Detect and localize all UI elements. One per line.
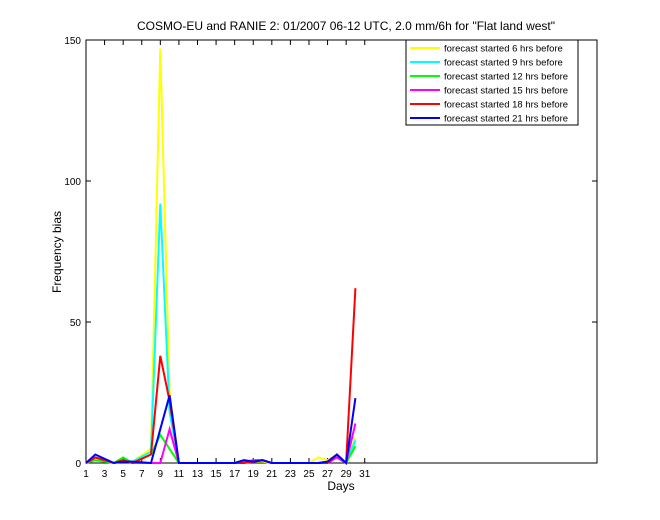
x-axis: 1 3 5 7 9 11 13 15 17 19 21 23 25 27 29 31 bbox=[83, 40, 371, 480]
x-tick-label: 21 bbox=[266, 469, 278, 480]
x-tick-label: 13 bbox=[192, 469, 204, 480]
x-tick-label: 17 bbox=[229, 469, 241, 480]
legend-label-1: forecast started 6 hrs before bbox=[444, 44, 563, 55]
x-tick-label: 29 bbox=[341, 469, 353, 480]
y-tick-label: 0 bbox=[75, 459, 81, 470]
x-tick-label: 3 bbox=[102, 469, 108, 480]
chart-title: COSMO-EU and RANIE 2: 01/2007 06-12 UTC,… bbox=[137, 19, 555, 33]
legend-label-5: forecast started 18 hrs before bbox=[444, 100, 568, 111]
x-tick-label: 11 bbox=[174, 469, 185, 480]
x-tick-label: 15 bbox=[211, 469, 223, 480]
legend-label-3: forecast started 12 hrs before bbox=[444, 72, 568, 83]
legend: forecast started 6 hrs before forecast st… bbox=[405, 39, 579, 126]
legend-label-4: forecast started 15 hrs before bbox=[444, 86, 568, 97]
x-tick-label: 9 bbox=[158, 469, 164, 480]
series-lines bbox=[85, 48, 357, 466]
y-axis: 0 50 100 150 bbox=[64, 36, 597, 470]
y-tick-label: 50 bbox=[70, 318, 82, 329]
y-axis-title: Frequency bias bbox=[50, 211, 64, 293]
legend-label-2: forecast started 9 hrs before bbox=[444, 58, 563, 69]
x-tick-label: 31 bbox=[359, 469, 371, 480]
x-tick-label: 25 bbox=[303, 469, 315, 480]
x-tick-label: 23 bbox=[285, 469, 297, 480]
x-tick-label: 1 bbox=[83, 469, 89, 480]
legend-box bbox=[405, 39, 579, 126]
x-axis-title: Days bbox=[327, 479, 354, 493]
y-tick-label: 150 bbox=[64, 36, 81, 47]
x-tick-label: 7 bbox=[139, 469, 145, 480]
legend-label-6: forecast started 21 hrs before bbox=[444, 114, 568, 125]
y-tick-label: 100 bbox=[64, 177, 81, 188]
x-tick-label: 5 bbox=[120, 469, 126, 480]
series-line-6 bbox=[85, 395, 357, 466]
x-tick-label: 19 bbox=[248, 469, 260, 480]
x-tick-label: 27 bbox=[322, 469, 334, 480]
